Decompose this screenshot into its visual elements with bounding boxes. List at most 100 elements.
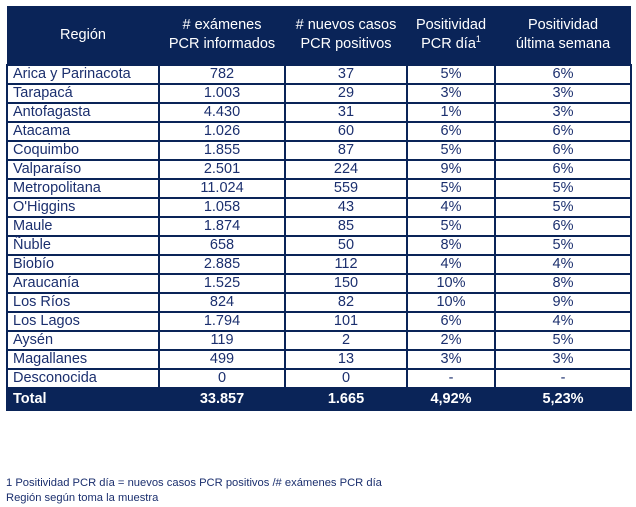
examenes-cell: 1.026 — [158, 121, 286, 142]
positividad-semana-cell: - — [494, 368, 632, 389]
positividad-semana-cell: 4% — [494, 311, 632, 332]
examenes-cell: 2.501 — [158, 159, 286, 180]
positividad-dia-cell: 5% — [406, 64, 496, 85]
region-cell: Atacama — [6, 121, 160, 142]
examenes-cell: 1.794 — [158, 311, 286, 332]
table-notes: 1 Positividad PCR día = nuevos casos PCR… — [6, 476, 382, 506]
positividad-semana-cell: 3% — [494, 349, 632, 370]
source-note-text: Región según toma la muestra — [6, 492, 159, 504]
table-row: Biobío 2.885 112 4% 4% — [6, 254, 632, 275]
examenes-cell: 658 — [158, 235, 286, 256]
positividad-dia-cell: 4% — [406, 254, 496, 275]
examenes-cell: 0 — [158, 368, 286, 389]
region-cell: Desconocida — [6, 368, 160, 389]
table-row: Araucanía 1.525 150 10% 8% — [6, 273, 632, 294]
total-positividad-dia-cell: 4,92% — [406, 387, 496, 411]
positividad-semana-cell: 5% — [494, 197, 632, 218]
nuevos-casos-cell: 559 — [284, 178, 408, 199]
positividad-semana-cell: 3% — [494, 83, 632, 104]
total-row: Total 33.857 1.665 4,92% 5,23% — [6, 387, 632, 411]
examenes-cell: 1.855 — [158, 140, 286, 161]
nuevos-casos-cell: 31 — [284, 102, 408, 123]
nuevos-casos-cell: 85 — [284, 216, 408, 237]
positividad-semana-cell: 6% — [494, 64, 632, 85]
header-examenes: # exámenes PCR informados — [159, 6, 285, 65]
region-cell: Magallanes — [6, 349, 160, 370]
examenes-cell: 119 — [158, 330, 286, 351]
nuevos-casos-cell: 37 — [284, 64, 408, 85]
nuevos-casos-cell: 43 — [284, 197, 408, 218]
nuevos-casos-cell: 150 — [284, 273, 408, 294]
positividad-dia-cell: 6% — [406, 121, 496, 142]
positividad-dia-cell: 4% — [406, 197, 496, 218]
table-row: O'Higgins 1.058 43 4% 5% — [6, 197, 632, 218]
table-row: Maule 1.874 85 5% 6% — [6, 216, 632, 237]
table-row: Tarapacá 1.003 29 3% 3% — [6, 83, 632, 104]
header-positividad-semana: Positividad última semana — [495, 6, 631, 65]
header-line2: PCR día — [421, 36, 476, 52]
table-row: Los Ríos 824 82 10% 9% — [6, 292, 632, 313]
positividad-dia-cell: 6% — [406, 311, 496, 332]
positividad-semana-cell: 5% — [494, 330, 632, 351]
positividad-dia-cell: 2% — [406, 330, 496, 351]
total-region-cell: Total — [6, 387, 160, 411]
positividad-semana-cell: 5% — [494, 178, 632, 199]
examenes-cell: 1.525 — [158, 273, 286, 294]
region-cell: Biobío — [6, 254, 160, 275]
examenes-cell: 1.003 — [158, 83, 286, 104]
nuevos-casos-cell: 82 — [284, 292, 408, 313]
table-row: Valparaíso 2.501 224 9% 6% — [6, 159, 632, 180]
nuevos-casos-cell: 50 — [284, 235, 408, 256]
region-cell: Maule — [6, 216, 160, 237]
examenes-cell: 824 — [158, 292, 286, 313]
total-positividad-semana-cell: 5,23% — [494, 387, 632, 411]
positividad-semana-cell: 8% — [494, 273, 632, 294]
positividad-semana-cell: 4% — [494, 254, 632, 275]
nuevos-casos-cell: 224 — [284, 159, 408, 180]
examenes-cell: 2.885 — [158, 254, 286, 275]
region-cell: Los Ríos — [6, 292, 160, 313]
positividad-dia-cell: 8% — [406, 235, 496, 256]
region-cell: Antofagasta — [6, 102, 160, 123]
positividad-dia-cell: 1% — [406, 102, 496, 123]
header-line2: última semana — [515, 36, 611, 52]
positividad-dia-cell: 5% — [406, 140, 496, 161]
positividad-dia-cell: 3% — [406, 349, 496, 370]
table-row: Aysén 119 2 2% 5% — [6, 330, 632, 351]
positividad-dia-cell: 10% — [406, 273, 496, 294]
header-row: Región # exámenes PCR informados # nuevos c… — [7, 6, 631, 65]
footnote-text: 1 Positividad PCR día = nuevos casos PCR… — [6, 477, 382, 489]
nuevos-casos-cell: 101 — [284, 311, 408, 332]
positividad-dia-cell: - — [406, 368, 496, 389]
nuevos-casos-cell: 0 — [284, 368, 408, 389]
positividad-semana-cell: 6% — [494, 216, 632, 237]
region-cell: Los Lagos — [6, 311, 160, 332]
table-row: Arica y Parinacota 782 37 5% 6% — [6, 64, 632, 85]
pcr-results-table: Región # exámenes PCR informados # nuevos c… — [6, 6, 632, 411]
table-row: Metropolitana 11.024 559 5% 5% — [6, 178, 632, 199]
header-line1: Positividad — [527, 17, 599, 33]
pcr-table-container: Región # exámenes PCR informados # nuevos c… — [6, 6, 632, 411]
header-line2: PCR positivos — [300, 36, 392, 52]
nuevos-casos-cell: 13 — [284, 349, 408, 370]
positividad-semana-cell: 6% — [494, 140, 632, 161]
table-body: Arica y Parinacota 782 37 5% 6% Tarapacá 1.003… — [6, 64, 632, 411]
positividad-dia-cell: 10% — [406, 292, 496, 313]
header-positividad-dia: Positividad PCR día1 — [407, 6, 495, 65]
examenes-cell: 11.024 — [158, 178, 286, 199]
table-row: Coquimbo 1.855 87 5% 6% — [6, 140, 632, 161]
header-nuevos-casos: # nuevos casos PCR positivos — [285, 6, 407, 65]
examenes-cell: 4.430 — [158, 102, 286, 123]
nuevos-casos-cell: 112 — [284, 254, 408, 275]
positividad-dia-cell: 9% — [406, 159, 496, 180]
positividad-dia-cell: 5% — [406, 178, 496, 199]
table-header: Región # exámenes PCR informados # nuevos c… — [7, 6, 631, 65]
nuevos-casos-cell: 87 — [284, 140, 408, 161]
total-examenes-cell: 33.857 — [158, 387, 286, 411]
positividad-dia-cell: 3% — [406, 83, 496, 104]
examenes-cell: 782 — [158, 64, 286, 85]
header-line1: Positividad — [415, 17, 487, 33]
region-cell: Valparaíso — [6, 159, 160, 180]
region-cell: Ñuble — [6, 235, 160, 256]
header-line1: # exámenes — [182, 17, 262, 33]
